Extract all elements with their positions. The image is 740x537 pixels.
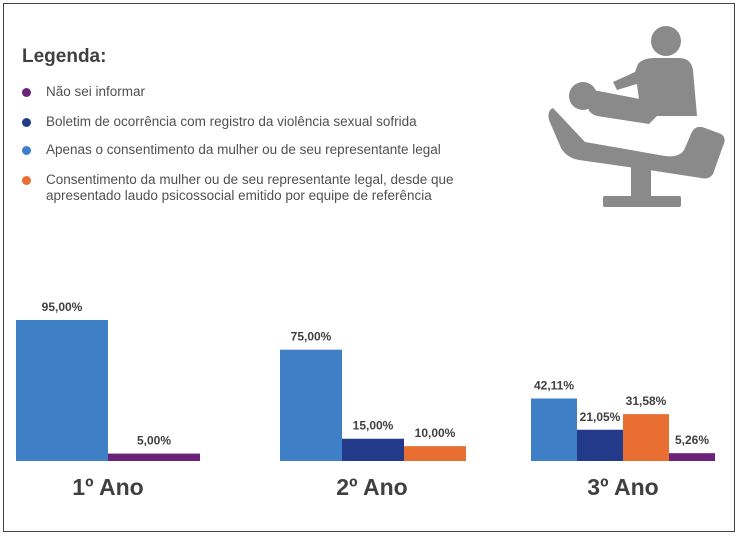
bar (342, 438, 404, 461)
bar (404, 446, 466, 461)
group-label: 1º Ano (72, 474, 143, 500)
bar (577, 429, 623, 461)
bar-group-1: 95,00% 5,00% 1º Ano (16, 300, 200, 500)
bar-value-label: 21,05% (580, 410, 621, 424)
legend-label: Não sei informar (46, 84, 146, 99)
group-label: 3º Ano (587, 474, 658, 500)
legend-item-consentimento: Apenas o consentimento da mulher ou de s… (22, 142, 526, 158)
bar (623, 414, 669, 461)
bar-group-2: 75,00% 15,00% 10,00% 2º Ano (280, 330, 466, 500)
legend-label: Consentimento da mulher ou de seu repres… (46, 172, 454, 203)
bar-value-label: 31,58% (626, 394, 667, 408)
bar-value-label: 5,00% (137, 434, 171, 448)
bar (280, 349, 342, 461)
bar (669, 453, 715, 461)
bar-value-label: 42,11% (534, 378, 574, 392)
legend-item-nao-sei: Não sei informar (22, 84, 526, 100)
bar-value-label: 75,00% (291, 330, 332, 344)
legend-label: Boletim de ocorrência com registro da vi… (46, 114, 417, 129)
legend-title: Legenda: (22, 46, 107, 67)
group-label: 2º Ano (336, 474, 407, 500)
legend-item-laudo: Consentimento da mulher ou de seu repres… (22, 172, 516, 204)
bar-group-3: 42,11% 21,05% 31,58% 5,26% 3º Ano (531, 378, 715, 500)
bar (16, 320, 108, 461)
legend-dot-purple (22, 88, 31, 97)
dental-chair-patient-icon (548, 26, 725, 207)
bar-value-label: 5,26% (675, 433, 709, 447)
bar (531, 398, 577, 461)
bar-value-label: 95,00% (42, 300, 83, 314)
legend-item-boletim: Boletim de ocorrência com registro da vi… (22, 114, 526, 130)
legend-dot-orange (22, 176, 31, 185)
bar-value-label: 10,00% (415, 426, 456, 440)
bar-value-label: 15,00% (353, 419, 394, 433)
legend-dot-blue (22, 146, 31, 155)
legend-label: Apenas o consentimento da mulher ou de s… (46, 142, 441, 157)
bar (108, 453, 200, 461)
legend-dot-navy (22, 118, 31, 127)
